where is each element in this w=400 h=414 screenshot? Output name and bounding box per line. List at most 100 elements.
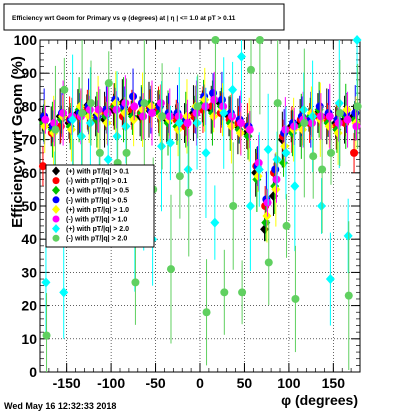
data-point [77, 131, 86, 142]
data-point [344, 291, 353, 300]
data-point [210, 95, 219, 104]
data-point [51, 125, 60, 134]
data-point [316, 112, 325, 121]
data-point [281, 125, 290, 134]
x-tick-label: 50 [237, 375, 253, 391]
legend-marker [52, 185, 60, 195]
data-point [325, 274, 335, 285]
data-point [219, 108, 229, 119]
data-point [121, 121, 131, 132]
data-point [85, 118, 95, 128]
legend-marker [52, 196, 60, 204]
data-point [272, 175, 281, 184]
data-point [350, 148, 359, 157]
x-axis-title: φ (degrees) [281, 392, 358, 408]
data-point [245, 201, 255, 211]
data-point [263, 144, 273, 155]
data-point [334, 98, 344, 109]
legend-label: (-) with pT/|q| > 0.5 [66, 197, 127, 204]
data-markers [37, 35, 362, 372]
data-point [282, 221, 291, 230]
data-point [271, 184, 281, 195]
data-point [50, 119, 59, 127]
data-point [280, 141, 290, 152]
data-point [299, 104, 309, 115]
y-tick-label: 90 [21, 65, 37, 81]
data-point [226, 121, 236, 132]
data-point [148, 109, 157, 118]
timestamp: Wed May 16 12:32:33 2018 [4, 401, 116, 411]
data-point [103, 154, 113, 165]
data-point [183, 119, 192, 127]
data-point [174, 112, 183, 121]
data-point [261, 217, 271, 228]
data-point [235, 127, 245, 138]
data-point [238, 288, 247, 297]
data-point [219, 102, 228, 111]
data-point [192, 118, 202, 128]
data-point [353, 102, 362, 111]
y-tick-label: 0 [29, 364, 37, 380]
legend-marker [52, 204, 60, 214]
data-point [236, 119, 245, 127]
data-point [317, 201, 326, 211]
axes: 0 10 20 30 40 50 60 70 80 90 100 -150 -100 -50 0 50 100 1… [14, 32, 360, 391]
data-point [121, 99, 130, 108]
data-point [112, 131, 122, 142]
data-point [59, 109, 68, 118]
data-point [290, 181, 300, 192]
data-point [130, 102, 139, 111]
data-point [202, 308, 211, 317]
data-point [309, 152, 318, 161]
data-point [272, 154, 282, 165]
data-point [129, 114, 139, 125]
legend-marker [52, 166, 60, 176]
data-point [139, 112, 148, 121]
data-point [131, 278, 140, 287]
y-tick-label: 100 [14, 32, 38, 48]
data-point [254, 158, 263, 167]
data-point [308, 119, 317, 127]
data-point [228, 112, 237, 121]
title-box [3, 3, 285, 31]
x-tick-label: -150 [53, 375, 81, 391]
data-point [85, 105, 94, 114]
data-point [112, 105, 121, 114]
data-point [41, 115, 50, 124]
data-point [175, 172, 184, 181]
data-point [335, 109, 344, 118]
data-point [184, 188, 193, 197]
data-point [42, 331, 51, 340]
data-point [245, 125, 254, 134]
y-tick-label: 80 [21, 98, 37, 114]
y-tick-label: 20 [21, 298, 37, 314]
data-point [343, 230, 353, 241]
data-point [66, 124, 76, 135]
y-tick-label: 30 [21, 264, 37, 280]
legend-marker [52, 224, 60, 234]
x-tick-label: -50 [145, 375, 165, 391]
legend-label: (-) with pT/|q| > 1.0 [66, 217, 127, 224]
chart-title: Efficiency wrt Geom for Primary vs φ (de… [12, 15, 236, 22]
data-point [146, 101, 156, 112]
data-point [342, 104, 352, 115]
legend: (+) with pT/|q| > 0.1 (-) with pT/|q| > 0… [45, 164, 155, 248]
data-point [253, 171, 263, 182]
x-tick-label: 100 [277, 375, 301, 391]
legend-label: (-) with pT/|q| > 0.1 [66, 178, 127, 185]
data-point [263, 198, 272, 207]
data-point [165, 112, 174, 121]
legend-marker [52, 234, 60, 242]
data-point [111, 98, 121, 109]
data-point [40, 121, 50, 132]
data-point [78, 109, 87, 118]
data-point [129, 92, 138, 101]
data-point [264, 258, 273, 267]
data-point [104, 79, 113, 88]
legend-label: (+) with pT/|q| > 0.1 [66, 169, 129, 176]
y-tick-label: 10 [21, 331, 37, 347]
data-point [262, 210, 272, 221]
data-point [192, 109, 201, 118]
data-point [103, 109, 112, 118]
data-point [156, 99, 165, 108]
